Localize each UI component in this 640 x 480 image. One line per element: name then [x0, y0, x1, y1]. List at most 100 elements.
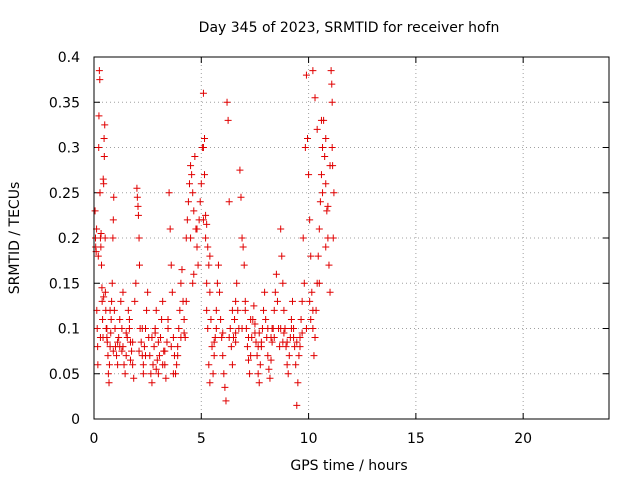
data-point [240, 261, 248, 269]
data-point [296, 334, 304, 342]
data-point [251, 320, 259, 328]
data-point [144, 288, 152, 296]
data-point [305, 171, 313, 179]
y-tick-label: 0.3 [58, 141, 80, 157]
y-tick-label: 0.25 [49, 186, 80, 202]
data-point [157, 334, 165, 342]
data-point [119, 288, 127, 296]
data-point [120, 361, 128, 369]
data-point [100, 180, 108, 188]
data-point [154, 338, 162, 346]
data-point [224, 116, 232, 124]
data-point [137, 338, 145, 346]
data-point [98, 261, 106, 269]
data-point [118, 325, 126, 332]
data-point [115, 334, 123, 342]
data-point [128, 347, 136, 355]
data-point [124, 306, 132, 314]
data-point [225, 198, 233, 206]
data-point [221, 383, 229, 391]
data-point [116, 343, 124, 351]
data-point [114, 361, 122, 369]
data-point [202, 234, 210, 242]
data-point [264, 352, 272, 360]
data-point [328, 144, 336, 151]
data-point [98, 284, 106, 292]
data-point [267, 356, 275, 364]
data-point [109, 216, 117, 224]
data-point [210, 338, 218, 346]
data-point [100, 153, 108, 161]
data-point [100, 134, 108, 142]
data-point [292, 361, 300, 369]
data-point [164, 325, 172, 332]
data-point [307, 315, 315, 323]
data-point [180, 315, 188, 323]
data-point [217, 315, 225, 323]
data-point [283, 361, 291, 369]
data-point [135, 234, 143, 242]
data-point [190, 270, 198, 278]
data-point [194, 261, 202, 269]
data-point [253, 352, 261, 360]
data-point [169, 370, 177, 378]
data-point [268, 325, 276, 332]
data-point [105, 379, 113, 387]
data-point [232, 329, 240, 337]
data-points [91, 67, 338, 409]
data-point [287, 325, 295, 332]
data-point [243, 343, 251, 351]
data-point [277, 325, 285, 332]
data-point [98, 297, 106, 305]
data-point [310, 352, 318, 360]
data-point [178, 266, 186, 274]
data-point [158, 315, 166, 323]
data-point [152, 365, 160, 373]
data-point [189, 279, 197, 287]
data-point [282, 343, 290, 351]
data-point [247, 352, 255, 360]
data-point [205, 361, 213, 369]
data-point [201, 171, 209, 179]
data-point [279, 279, 287, 287]
data-point [134, 211, 142, 219]
data-point [132, 279, 140, 287]
data-point [319, 189, 327, 197]
data-point [280, 306, 288, 314]
data-point [277, 225, 285, 233]
data-point [265, 365, 273, 373]
data-point [134, 202, 142, 210]
data-point [96, 189, 104, 197]
data-point [175, 325, 183, 332]
data-point [233, 279, 241, 287]
data-point [177, 279, 185, 287]
data-point [126, 356, 134, 364]
data-point [321, 153, 329, 161]
data-point [193, 243, 201, 251]
data-point [256, 361, 264, 369]
chart-title: Day 345 of 2023, SRMTID for receiver hof… [199, 20, 500, 36]
data-point [166, 225, 174, 233]
data-point [309, 325, 317, 332]
data-point [140, 343, 148, 351]
data-point [225, 334, 233, 342]
data-point [199, 216, 207, 224]
data-point [130, 374, 138, 382]
data-point [212, 325, 220, 332]
data-point [327, 67, 335, 75]
data-point [255, 379, 263, 387]
data-point [199, 144, 207, 151]
data-point [93, 325, 101, 332]
data-point [205, 261, 213, 269]
data-point [100, 293, 108, 301]
data-point [135, 347, 143, 355]
data-point [159, 297, 167, 305]
data-point [317, 116, 325, 124]
data-point [190, 207, 198, 215]
data-point [108, 279, 116, 287]
data-point [302, 325, 310, 332]
data-point [109, 347, 117, 355]
data-point [180, 329, 188, 337]
data-point [125, 315, 133, 323]
